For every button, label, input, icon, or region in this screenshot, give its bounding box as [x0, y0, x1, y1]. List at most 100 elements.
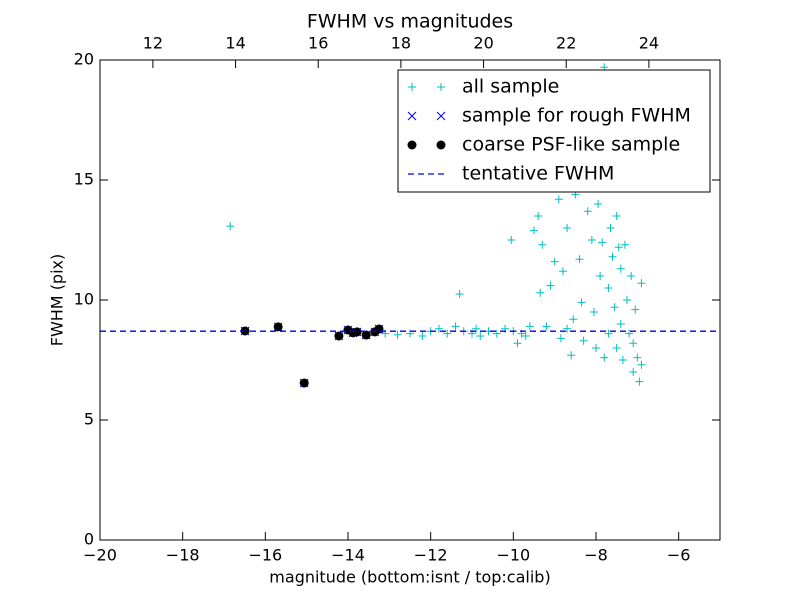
legend-marker [407, 140, 417, 150]
y-tick-label: 15 [74, 170, 94, 189]
legend-box [397, 69, 711, 193]
plus-point [598, 238, 607, 247]
y-tick-label: 0 [84, 530, 94, 549]
plus-point [604, 329, 613, 338]
legend-marker [407, 111, 417, 121]
legend-label: all sample [462, 76, 559, 98]
plus-point [612, 344, 621, 352]
plus-point [521, 332, 530, 340]
legend-label: sample for rough FWHM [462, 105, 691, 127]
x2-tick-label: 12 [143, 34, 163, 53]
x2-tick-label: 18 [391, 34, 411, 53]
x2-tick-label: 24 [639, 34, 659, 53]
x-tick-label: −6 [667, 546, 691, 565]
plus-point [525, 322, 534, 331]
legend-label: tentative FWHM [462, 163, 614, 185]
plus-point [583, 207, 592, 216]
plus-point [536, 288, 545, 297]
plus-point [558, 267, 567, 276]
y-axis-label: FWHM (pix) [48, 254, 67, 347]
x-tick-label: −16 [248, 546, 282, 565]
legend-marker [436, 140, 446, 150]
plus-point [542, 322, 551, 331]
x-axis-label: magnitude (bottom:isnt / top:calib) [269, 568, 550, 587]
plus-point [575, 255, 584, 264]
legend-marker [436, 111, 446, 121]
dot-point [334, 331, 344, 341]
x2-tick-label: 16 [308, 34, 328, 53]
plot-frame [99, 59, 721, 541]
plus-point [567, 351, 576, 360]
plus-point [538, 240, 547, 249]
x-tick-label: −14 [331, 546, 365, 565]
plus-point [577, 298, 586, 307]
plus-point [587, 236, 596, 244]
plus-point [629, 368, 638, 376]
y-tick-label: 20 [74, 50, 94, 69]
chart-title: FWHM vs magnitudes [307, 11, 513, 33]
plus-point [610, 303, 619, 312]
plus-point [472, 324, 481, 333]
plus-point [606, 224, 615, 232]
plus-point [550, 257, 559, 266]
x-tick-label: −20 [83, 546, 117, 565]
plus-point [226, 222, 235, 231]
plus-point [633, 353, 642, 362]
plus-point [608, 252, 617, 261]
legend-label: coarse PSF-like sample [462, 134, 680, 156]
x-tick-label: −12 [414, 546, 448, 565]
legend-marker [437, 83, 445, 91]
dot-point [374, 324, 384, 334]
plus-point [563, 324, 572, 333]
plus-point [418, 332, 427, 340]
plus-point [546, 281, 555, 290]
x-tick-label: −18 [166, 546, 200, 565]
x2-tick-label: 22 [556, 34, 576, 53]
plus-point [637, 279, 646, 288]
plus-point [618, 356, 627, 364]
plus-point [556, 334, 565, 343]
plus-point [534, 212, 543, 220]
plus-point [569, 315, 578, 324]
plus-point [635, 377, 644, 386]
plus-point [631, 305, 640, 314]
plus-point [434, 324, 443, 333]
x2-tick-label: 14 [225, 34, 245, 53]
plus-point [627, 272, 636, 280]
plus-point [451, 322, 460, 331]
plus-point [554, 195, 563, 204]
x-tick-label: −8 [584, 546, 608, 565]
plus-point [443, 329, 452, 338]
plot-area [100, 63, 720, 388]
plus-point [604, 284, 613, 292]
y-tick-label: 5 [84, 410, 94, 429]
dot-point [352, 327, 362, 337]
plus-point [530, 226, 538, 235]
x2-tick-label: 20 [473, 34, 493, 53]
plus-point [614, 243, 623, 252]
dot-point [361, 330, 371, 340]
plus-point [579, 336, 588, 345]
plus-point [592, 344, 600, 352]
plus-point [507, 236, 516, 244]
plus-point [625, 329, 634, 338]
dot-point [273, 322, 283, 332]
plus-point [612, 212, 621, 220]
legend-marker [408, 83, 416, 91]
plus-point [492, 329, 501, 338]
plus-point [476, 332, 485, 340]
plus-point [513, 339, 522, 348]
plus-point [455, 290, 464, 298]
plus-point [620, 240, 629, 249]
plus-point [623, 296, 631, 304]
plus-point [393, 330, 402, 339]
plus-point [563, 224, 572, 232]
y-tick-label: 10 [74, 290, 94, 309]
x-tick-label: −10 [496, 546, 530, 565]
plus-point [637, 360, 646, 369]
plus-point [616, 264, 625, 273]
plus-point [600, 353, 609, 362]
plus-point [594, 200, 603, 208]
plus-point [596, 272, 605, 280]
